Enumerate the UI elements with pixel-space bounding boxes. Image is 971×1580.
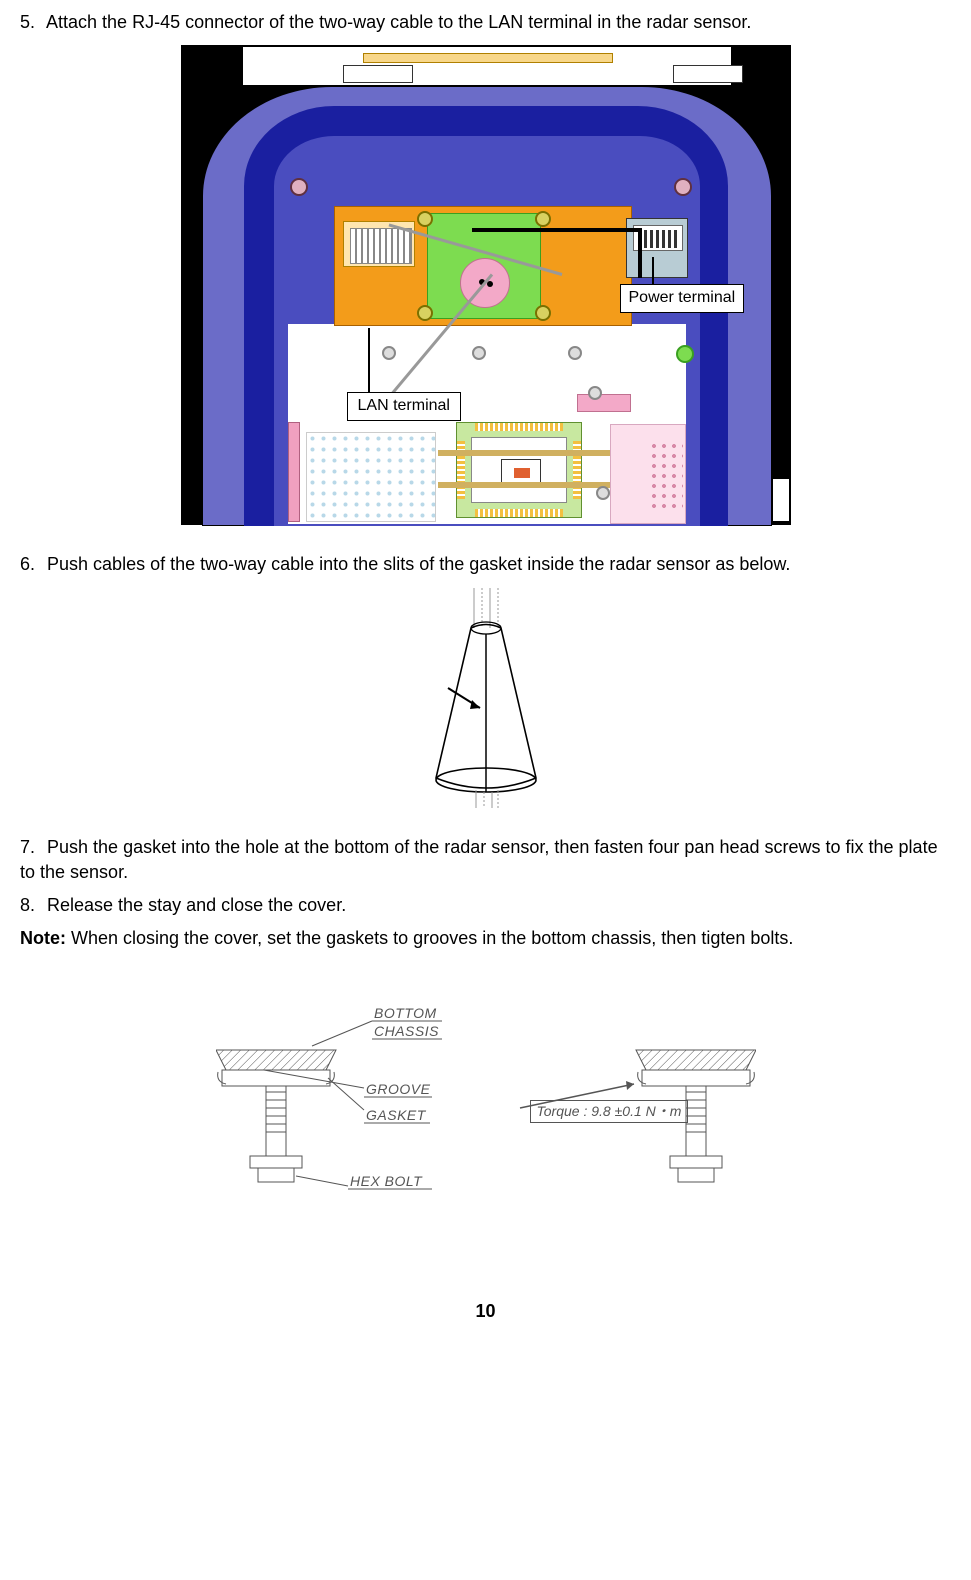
step-6: 6. Push cables of the two-way cable into… (20, 552, 951, 577)
shell-screw-right (674, 178, 692, 196)
chip-area (450, 416, 588, 524)
torque-spec: Torque : 9.8 ±0.1 N・m (530, 1100, 689, 1124)
black-wire-drop (638, 270, 642, 278)
label-gasket: GASKET (366, 1107, 427, 1123)
step-7-text: Push the gasket into the hole at the bot… (20, 837, 938, 882)
step-5-num: 5. (20, 10, 42, 35)
step-8-text: Release the stay and close the cover. (47, 895, 346, 915)
plate-hole-3 (568, 346, 582, 360)
right-edge-tab (772, 478, 790, 522)
step-5: 5. Attach the RJ-45 connector of the two… (20, 10, 951, 35)
figure-3: BOTTOM CHASSIS GROOVE GASKET HEX BOLT To… (20, 982, 951, 1219)
power-terminal-label: Power terminal (620, 284, 745, 312)
lid-tab-left (343, 65, 413, 83)
small-green-knob (676, 345, 694, 363)
gasket-diagram (386, 588, 586, 808)
gasket-svg (386, 588, 586, 808)
step-8: 8. Release the stay and close the cover. (20, 893, 951, 918)
pcb-screw-2 (535, 211, 551, 227)
left-pink-strip (288, 422, 300, 522)
lan-terminal-leader (368, 328, 370, 392)
step-6-num: 6. (20, 552, 42, 577)
lan-terminal-label: LAN terminal (347, 392, 461, 420)
pcb-screw-3 (417, 305, 433, 321)
step-8-num: 8. (20, 893, 42, 918)
note: Note: When closing the cover, set the ga… (20, 926, 951, 951)
plate-hole-1 (382, 346, 396, 360)
shell-screw-left (290, 178, 308, 196)
right-pink-panel (610, 424, 686, 524)
black-wire (472, 228, 642, 272)
right-pink-vent (649, 441, 683, 511)
label-bottom-1: BOTTOM (374, 1005, 437, 1021)
note-text: When closing the cover, set the gaskets … (66, 928, 793, 948)
chip-package (456, 422, 582, 518)
pcb-screw-4 (535, 305, 551, 321)
lid-strip (363, 53, 613, 63)
pcb-screw-1 (417, 211, 433, 227)
radar-sensor-diagram: Power terminal LAN terminal (181, 45, 791, 525)
step-7-num: 7. (20, 835, 42, 860)
power-terminal-leader (652, 257, 654, 285)
step-5-text: Attach the RJ-45 connector of the two-wa… (46, 12, 751, 32)
step-7: 7. Push the gasket into the hole at the … (20, 835, 951, 885)
vent-grid-left (306, 432, 436, 522)
lid-tab-right (673, 65, 743, 83)
step-6-text: Push cables of the two-way cable into th… (47, 554, 790, 574)
note-label: Note: (20, 928, 66, 948)
label-bottom-2: CHASSIS (374, 1023, 439, 1039)
label-hex-bolt: HEX BOLT (350, 1173, 423, 1189)
plate-screw-b (596, 486, 610, 500)
figure-1: Power terminal LAN terminal (20, 45, 951, 532)
chassis-section-diagram: BOTTOM CHASSIS GROOVE GASKET HEX BOLT To… (216, 982, 756, 1212)
figure-2 (20, 588, 951, 815)
plate-hole-2 (472, 346, 486, 360)
small-pink-port (577, 394, 631, 412)
label-groove: GROOVE (366, 1081, 431, 1097)
lid (242, 46, 732, 86)
plate-screw-a (588, 386, 602, 400)
chassis-svg: BOTTOM CHASSIS GROOVE GASKET HEX BOLT (216, 982, 756, 1212)
page-number: 10 (20, 1299, 951, 1324)
